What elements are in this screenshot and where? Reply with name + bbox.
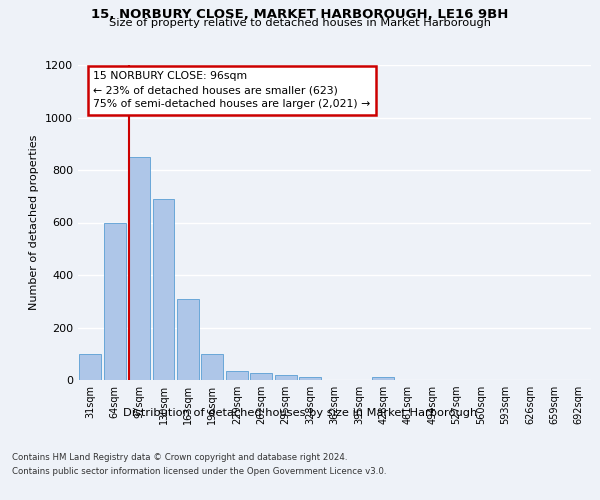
Text: Distribution of detached houses by size in Market Harborough: Distribution of detached houses by size … — [123, 408, 477, 418]
Text: 15, NORBURY CLOSE, MARKET HARBOROUGH, LE16 9BH: 15, NORBURY CLOSE, MARKET HARBOROUGH, LE… — [91, 8, 509, 20]
Bar — [226, 371, 248, 380]
Text: Contains HM Land Registry data © Crown copyright and database right 2024.: Contains HM Land Registry data © Crown c… — [12, 452, 347, 462]
Bar — [202, 354, 223, 380]
Bar — [79, 354, 101, 380]
Text: Size of property relative to detached houses in Market Harborough: Size of property relative to detached ho… — [109, 18, 491, 28]
Bar — [152, 199, 175, 380]
Bar — [373, 377, 394, 380]
Text: Contains public sector information licensed under the Open Government Licence v3: Contains public sector information licen… — [12, 468, 386, 476]
Bar — [128, 157, 150, 380]
Bar — [177, 298, 199, 380]
Bar — [250, 374, 272, 380]
Text: 15 NORBURY CLOSE: 96sqm
← 23% of detached houses are smaller (623)
75% of semi-d: 15 NORBURY CLOSE: 96sqm ← 23% of detache… — [94, 72, 371, 110]
Bar — [299, 378, 321, 380]
Y-axis label: Number of detached properties: Number of detached properties — [29, 135, 40, 310]
Bar — [104, 222, 125, 380]
Bar — [275, 376, 296, 380]
